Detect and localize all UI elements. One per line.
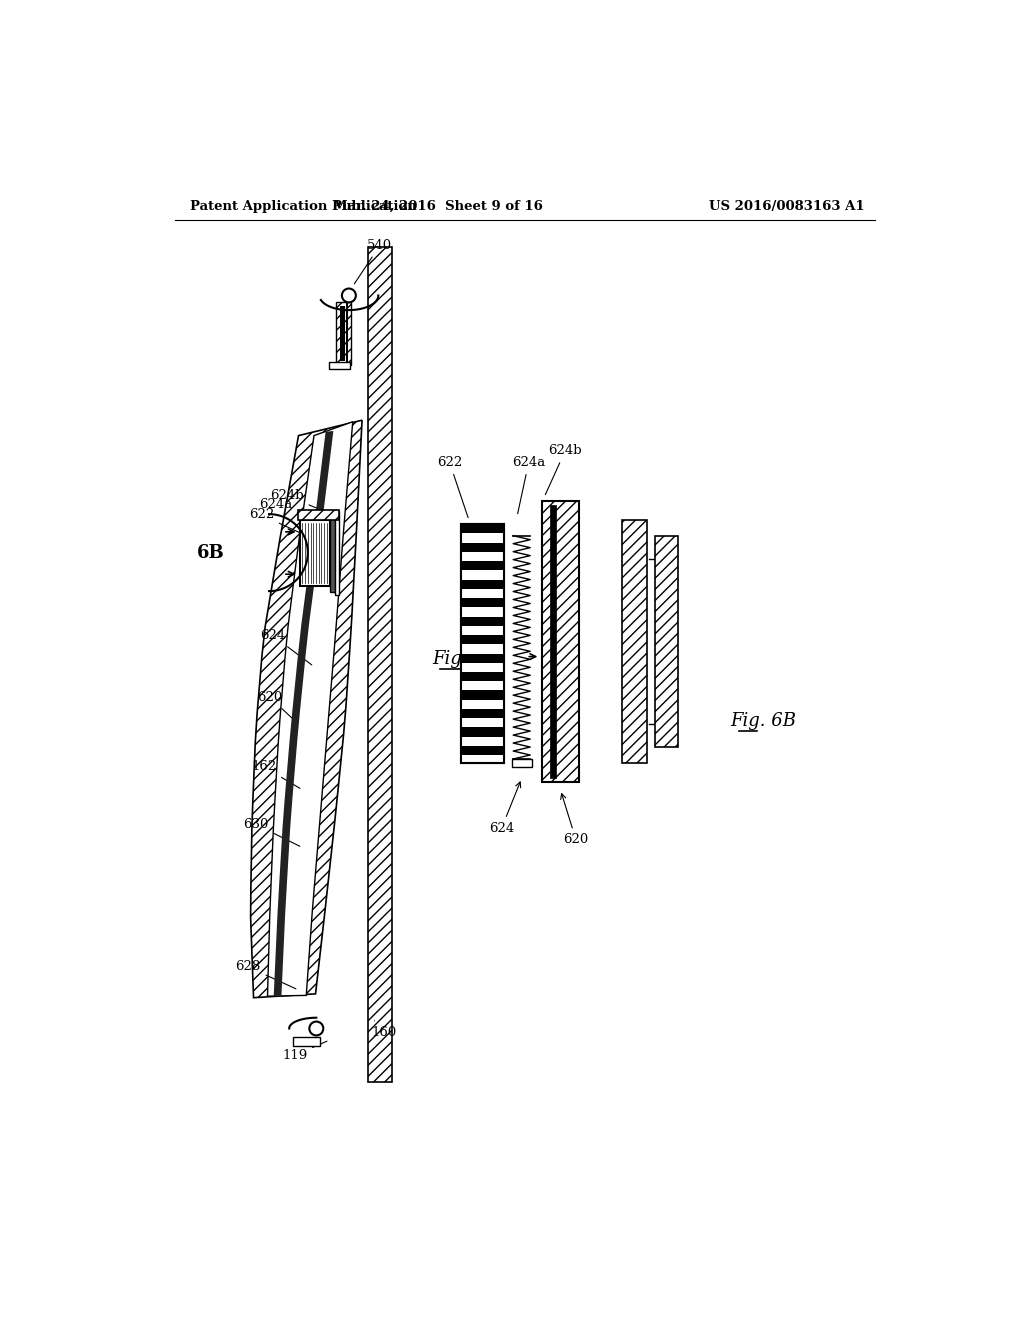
Bar [512, 759, 531, 767]
Polygon shape [273, 430, 334, 997]
Bar [462, 598, 503, 607]
Bar [622, 520, 647, 763]
Text: 622: 622 [249, 508, 304, 535]
Bar [461, 524, 504, 763]
Text: Fig. 6B: Fig. 6B [730, 711, 797, 730]
Bar [462, 616, 503, 626]
Bar [298, 510, 339, 520]
Polygon shape [267, 422, 352, 997]
Bar [462, 746, 503, 755]
Bar [340, 306, 345, 360]
Text: 540: 540 [354, 239, 392, 284]
Bar [462, 543, 503, 552]
Bar [462, 570, 503, 579]
Text: 624b: 624b [546, 445, 582, 495]
Text: 622: 622 [437, 455, 468, 517]
Bar [462, 635, 503, 644]
Bar [462, 727, 503, 737]
Text: US 2016/0083163 A1: US 2016/0083163 A1 [710, 199, 865, 213]
Bar [330, 515, 335, 591]
Bar [462, 552, 503, 561]
Bar [462, 737, 503, 746]
Bar [337, 302, 351, 364]
Bar [461, 524, 504, 763]
Bar [337, 302, 351, 364]
Bar [655, 536, 678, 747]
Circle shape [309, 1022, 324, 1035]
Bar [462, 653, 503, 663]
Text: 630: 630 [243, 818, 300, 846]
Text: 628: 628 [236, 961, 296, 989]
Text: 624a: 624a [512, 455, 546, 513]
Bar [462, 561, 503, 570]
Bar [462, 626, 503, 635]
Bar [462, 663, 503, 672]
Bar [293, 1038, 321, 1047]
Bar [462, 524, 503, 533]
Bar [462, 709, 503, 718]
Text: 624: 624 [260, 630, 311, 665]
Bar [462, 690, 503, 700]
Text: 160: 160 [371, 1020, 396, 1039]
Text: 6B: 6B [197, 544, 225, 561]
Bar [335, 511, 339, 595]
Bar [550, 506, 556, 779]
Bar [369, 247, 391, 1082]
Text: 162: 162 [251, 760, 300, 788]
Bar [462, 644, 503, 653]
Text: 624b: 624b [270, 490, 329, 513]
Bar [462, 607, 503, 616]
Bar [462, 718, 503, 727]
Bar [462, 700, 503, 709]
Text: 119: 119 [282, 1041, 327, 1063]
Text: Patent Application Publication: Patent Application Publication [190, 199, 417, 213]
Bar [462, 672, 503, 681]
Bar [329, 362, 350, 370]
Bar [462, 755, 503, 763]
Text: Fig. 6A: Fig. 6A [432, 649, 498, 668]
Bar [542, 502, 579, 781]
Bar [300, 520, 330, 586]
Text: Mar. 24, 2016  Sheet 9 of 16: Mar. 24, 2016 Sheet 9 of 16 [333, 199, 543, 213]
Polygon shape [251, 420, 362, 998]
Text: 624a: 624a [259, 499, 317, 519]
Text: 624: 624 [488, 781, 520, 834]
Bar [462, 579, 503, 589]
Text: 620: 620 [257, 690, 293, 718]
Bar [462, 589, 503, 598]
Bar [462, 533, 503, 543]
Text: 620: 620 [561, 793, 589, 846]
Circle shape [342, 289, 356, 302]
Bar [462, 681, 503, 690]
Bar [369, 247, 391, 1082]
Bar [298, 510, 339, 520]
